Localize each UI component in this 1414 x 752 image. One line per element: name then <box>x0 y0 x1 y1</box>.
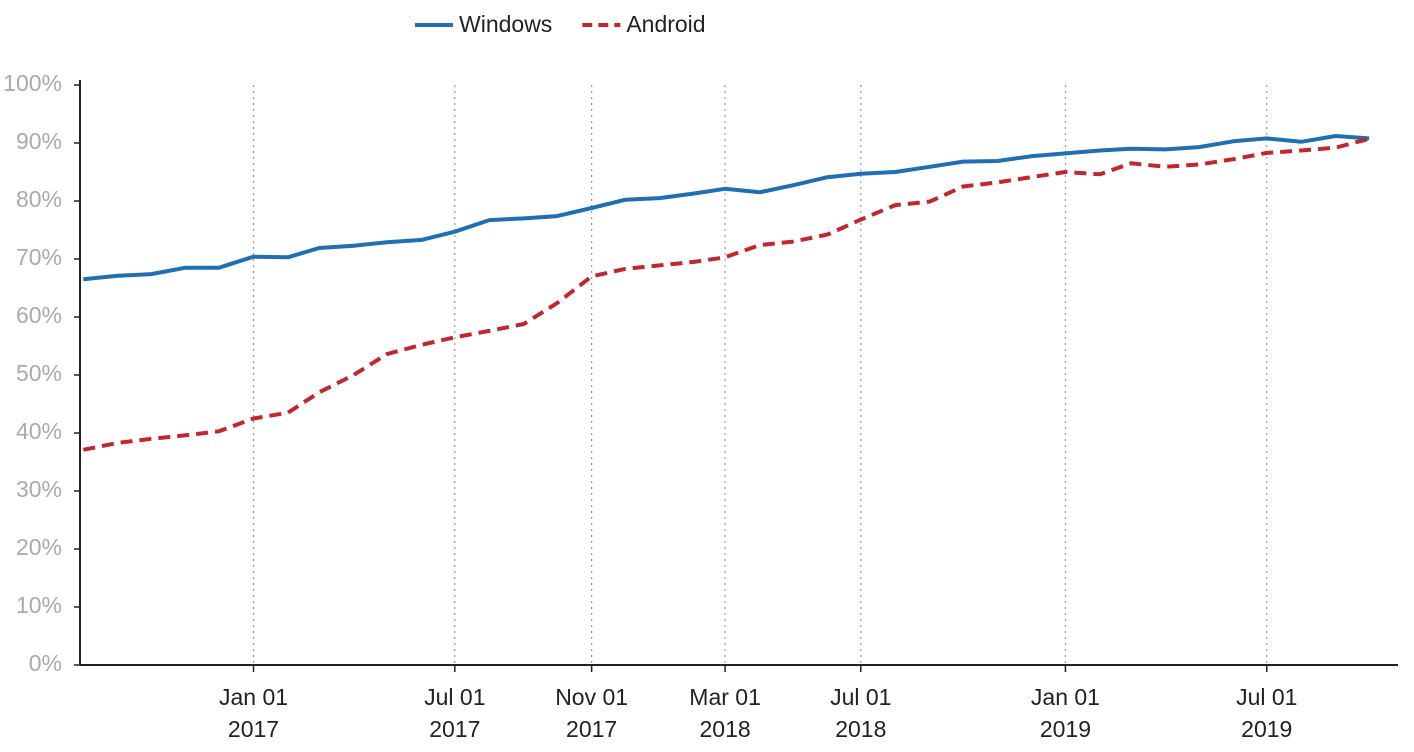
y-tick-label: 70% <box>16 244 62 270</box>
x-tick-label: Mar 01 2018 <box>689 684 761 742</box>
y-tick-label: 30% <box>16 476 62 502</box>
x-tick-label-line: Mar 01 <box>689 684 761 710</box>
legend-label: Windows <box>459 11 552 37</box>
x-tick-label-line: 2018 <box>835 716 886 742</box>
x-tick-label-line: Jan 01 <box>1031 684 1100 710</box>
x-tick-label-line: 2019 <box>1040 716 1091 742</box>
x-tick-label: Nov 01 2017 <box>555 684 628 742</box>
y-tick-label: 10% <box>16 592 62 618</box>
series-line <box>83 134 1370 282</box>
y-tick-label: 50% <box>16 360 62 386</box>
y-tick-label: 40% <box>16 418 62 444</box>
y-tick-label: 80% <box>16 186 62 212</box>
x-tick-label-line: 2019 <box>1241 716 1292 742</box>
legend-label: Android <box>626 11 705 37</box>
y-tick-label: 100% <box>3 70 62 96</box>
x-tick-label-line: 2017 <box>228 716 279 742</box>
x-tick-label-line: Jul 01 <box>830 684 891 710</box>
x-tick-label-line: 2017 <box>429 716 480 742</box>
x-tick-label-line: 2018 <box>700 716 751 742</box>
y-tick-label: 90% <box>16 128 62 154</box>
x-tick-label-line: Jul 01 <box>424 684 485 710</box>
x-tick-label-line: Jan 01 <box>219 684 288 710</box>
x-tick-label: Jul 01 2019 <box>1236 684 1297 742</box>
x-tick-label-line: 2017 <box>566 716 617 742</box>
x-tick-label: Jan 01 2017 <box>219 684 288 742</box>
x-tick-label-line: Jul 01 <box>1236 684 1297 710</box>
x-tick-label: Jul 01 2018 <box>830 684 891 742</box>
y-tick-label: 60% <box>16 302 62 328</box>
x-tick-label: Jul 01 2017 <box>424 684 485 742</box>
x-tick-label-line: Nov 01 <box>555 684 628 710</box>
x-tick-label: Jan 01 2019 <box>1031 684 1100 742</box>
series-line <box>82 136 1370 452</box>
y-tick-label: 20% <box>16 534 62 560</box>
y-tick-label: 0% <box>29 650 62 676</box>
